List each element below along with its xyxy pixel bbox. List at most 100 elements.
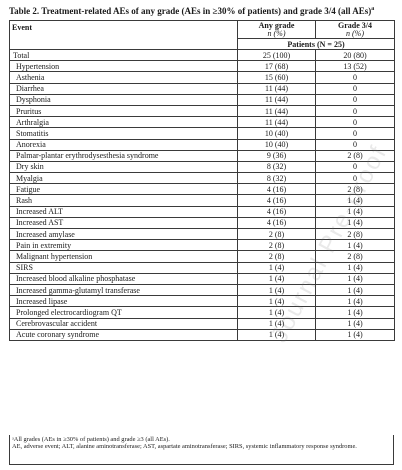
cell-any-grade: 10 (40) [237, 127, 316, 140]
header-any-grade-title: Any grade [258, 21, 295, 30]
header-any-grade-unit: n (%) [267, 29, 286, 38]
table-row: Hypertension 17 (68) 13 (52) [9, 60, 395, 73]
cell-grade34: 2 (8) [315, 183, 395, 196]
table-row: Prolonged electrocardiogram QT 1 (4) 1 (4) [9, 306, 395, 319]
table-row: Pruritus 11 (44) 0 [9, 104, 395, 118]
cell-event: Anorexia [9, 138, 238, 151]
table-row: Increased gamma-glutamyl transferase 1 (4… [9, 283, 395, 297]
cell-any-grade: 11 (44) [237, 82, 316, 95]
cell-event: Increased gamma-glutamyl transferase [9, 283, 238, 297]
cell-grade34: 0 [315, 172, 395, 185]
table-row: Increased ALT 4 (16) 1 (4) [9, 205, 395, 218]
table-row: Dry skin 8 (32) 0 [9, 160, 395, 174]
cell-grade34: 1 (4) [315, 328, 395, 341]
cell-event: Increased blood alkaline phosphatase [9, 272, 238, 285]
table-row: Increased AST 4 (16) 1 (4) [9, 216, 395, 230]
cell-any-grade: 4 (16) [237, 194, 316, 207]
cell-any-grade: 2 (8) [237, 250, 316, 263]
cell-any-grade: 15 (60) [237, 71, 316, 84]
cell-grade34: 1 (4) [315, 216, 395, 230]
table-row: Palmar-plantar erythrodysesthesia syndro… [9, 149, 395, 162]
table-row: SIRS 1 (4) 1 (4) [9, 261, 395, 274]
table-row: Total 25 (100) 20 (80) [9, 48, 395, 62]
cell-any-grade: 8 (32) [237, 160, 316, 174]
cell-event: SIRS [9, 261, 238, 274]
cell-any-grade: 11 (44) [237, 93, 316, 106]
header-grade34-title: Grade 3/4 [338, 21, 372, 30]
cell-event: Dysphonia [9, 93, 238, 106]
cell-event: Pain in extremity [9, 239, 238, 252]
caption-text: Table 2. Treatment-related AEs of any gr… [9, 6, 372, 16]
cell-event: Cerebrovascular accident [9, 317, 238, 330]
cell-grade34: 13 (52) [315, 60, 395, 73]
table-row: Stomatitis 10 (40) 0 [9, 127, 395, 140]
cell-any-grade: 10 (40) [237, 138, 316, 151]
cell-any-grade: 4 (16) [237, 216, 316, 230]
cell-grade34: 0 [315, 104, 395, 118]
cell-any-grade: 8 (32) [237, 172, 316, 185]
header-grade34-unit: n (%) [346, 29, 364, 38]
table-row: Increased blood alkaline phosphatase 1 (4… [9, 272, 395, 285]
header-any-grade: Any grade n (%) [237, 20, 316, 39]
cell-event: Palmar-plantar erythrodysesthesia syndro… [9, 149, 238, 162]
cell-grade34: 0 [315, 127, 395, 140]
footnote-line-2: AE, adverse event; ALT, alanine aminotra… [12, 443, 357, 451]
header-event: Event [9, 20, 238, 50]
cell-grade34: 2 (8) [315, 250, 395, 263]
cell-event: Pruritus [9, 104, 238, 118]
cell-any-grade: 1 (4) [237, 317, 316, 330]
cell-any-grade: 4 (16) [237, 205, 316, 218]
cell-event: Hypertension [9, 60, 238, 73]
cell-event: Diarrhea [9, 82, 238, 95]
header-grade34: Grade 3/4 n (%) [315, 20, 395, 39]
cell-grade34: 2 (8) [315, 227, 395, 241]
cell-grade34: 1 (4) [315, 261, 395, 274]
cell-any-grade: 1 (4) [237, 328, 316, 341]
table-row: Increased lipase 1 (4) 1 (4) [9, 295, 395, 308]
cell-any-grade: 1 (4) [237, 261, 316, 274]
cell-grade34: 1 (4) [315, 205, 395, 218]
cell-event: Arthralgia [9, 116, 238, 129]
table-row: Acute coronary syndrome 1 (4) 1 (4) [9, 328, 395, 341]
table-row: Fatigue 4 (16) 2 (8) [9, 183, 395, 196]
table-row: Diarrhea 11 (44) 0 [9, 82, 395, 95]
cell-grade34: 1 (4) [315, 317, 395, 330]
table-row: Asthenia 15 (60) 0 [9, 71, 395, 84]
cell-event: Increased lipase [9, 295, 238, 308]
table-body: Total 25 (100) 20 (80) Hypertension 17 (68) 1… [9, 48, 395, 341]
cell-grade34: 1 (4) [315, 283, 395, 297]
table-caption: Table 2. Treatment-related AEs of any gr… [9, 3, 395, 17]
cell-grade34: 1 (4) [315, 194, 395, 207]
cell-grade34: 1 (4) [315, 295, 395, 308]
cell-event: Stomatitis [9, 127, 238, 140]
cell-any-grade: 1 (4) [237, 306, 316, 319]
cell-event: Acute coronary syndrome [9, 328, 238, 341]
table-row: Pain in extremity 2 (8) 1 (4) [9, 239, 395, 252]
cell-event: Prolonged electrocardiogram QT [9, 306, 238, 319]
cell-any-grade: 11 (44) [237, 116, 316, 129]
cell-grade34: 0 [315, 71, 395, 84]
cell-grade34: 0 [315, 116, 395, 129]
cell-grade34: 0 [315, 82, 395, 95]
cell-grade34: 1 (4) [315, 272, 395, 285]
cell-grade34: 0 [315, 93, 395, 106]
cell-event: Increased ALT [9, 205, 238, 218]
table-row: Malignant hypertension 2 (8) 2 (8) [9, 250, 395, 263]
cell-event: Asthenia [9, 71, 238, 84]
cell-any-grade: 1 (4) [237, 272, 316, 285]
table-row: Increased amylase 2 (8) 2 (8) [9, 227, 395, 241]
table-row: Dysphonia 11 (44) 0 [9, 93, 395, 106]
cell-grade34: 0 [315, 160, 395, 174]
cell-any-grade: 2 (8) [237, 227, 316, 241]
cell-event: Total [9, 48, 238, 62]
cell-event: Increased amylase [9, 227, 238, 241]
cell-any-grade: 25 (100) [237, 48, 316, 62]
table-footnote: ᵃAll grades (AEs in ≥30% of patients) an… [9, 435, 394, 465]
cell-any-grade: 1 (4) [237, 283, 316, 297]
cell-event: Fatigue [9, 183, 238, 196]
table-row: Anorexia 10 (40) 0 [9, 138, 395, 151]
header-patients: Patients (N = 25) [237, 38, 395, 50]
cell-any-grade: 1 (4) [237, 295, 316, 308]
cell-event: Rash [9, 194, 238, 207]
cell-grade34: 1 (4) [315, 239, 395, 252]
